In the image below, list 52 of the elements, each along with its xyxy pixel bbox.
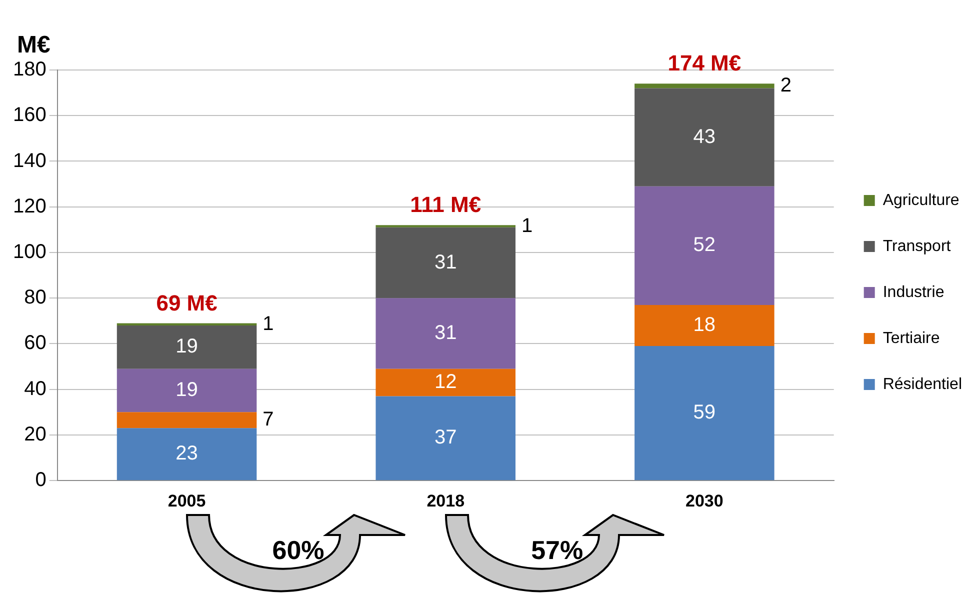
bar	[634, 186, 774, 305]
bar	[376, 368, 516, 396]
bar	[634, 346, 774, 480]
data-label: 12	[434, 371, 457, 394]
y-axis-title: M€	[17, 32, 50, 59]
total-label: 69 M€	[156, 290, 218, 316]
x-tick-label: 2030	[686, 491, 724, 510]
bar	[116, 368, 257, 412]
y-tick-label: 100	[12, 241, 46, 264]
total-label: 111 M€	[410, 192, 482, 218]
bar	[376, 227, 516, 298]
data-label: 2	[780, 74, 792, 96]
legend-label: Résidentiel	[882, 376, 962, 393]
bar	[634, 84, 774, 88]
data-label: 52	[693, 234, 716, 256]
legend-label: Agriculture	[882, 192, 960, 209]
data-label: 1	[521, 214, 533, 237]
bar	[116, 428, 257, 480]
data-label: 31	[434, 322, 457, 344]
text: 57%	[531, 535, 584, 566]
x-tick-label: 2018	[426, 491, 465, 510]
data-label: 23	[176, 442, 198, 465]
data-label: 1	[262, 312, 274, 335]
legend-label: Transport	[882, 238, 952, 255]
bar	[376, 298, 516, 369]
y-tick-label: 20	[24, 423, 46, 446]
total-label: 174 M€	[668, 50, 742, 76]
data-label: 59	[693, 402, 716, 424]
data-label: 19	[176, 336, 198, 358]
y-tick-label: 80	[24, 286, 46, 309]
data-label: 43	[693, 126, 716, 148]
data-label: 31	[434, 251, 457, 274]
data-label: 7	[262, 408, 274, 431]
y-tick-label: 140	[12, 150, 46, 172]
data-label: 19	[176, 379, 198, 402]
legend-label: Industrie	[882, 284, 944, 301]
y-tick-label: 40	[24, 378, 46, 400]
bar	[634, 88, 774, 186]
y-tick-label: 60	[24, 332, 46, 354]
bar	[116, 412, 257, 428]
y-tick-label: 120	[12, 195, 46, 218]
data-label: 37	[434, 426, 457, 449]
y-tick-label: 160	[12, 104, 46, 126]
text: 60%	[272, 535, 324, 566]
y-tick-label: 180	[12, 58, 46, 81]
x-tick-label: 2005	[168, 491, 206, 510]
y-tick-label: 0	[35, 469, 46, 492]
bar	[376, 396, 516, 480]
data-label: 18	[693, 314, 716, 336]
legend-label: Tertiaire	[882, 330, 940, 347]
bar	[116, 325, 257, 369]
bar	[634, 304, 774, 346]
